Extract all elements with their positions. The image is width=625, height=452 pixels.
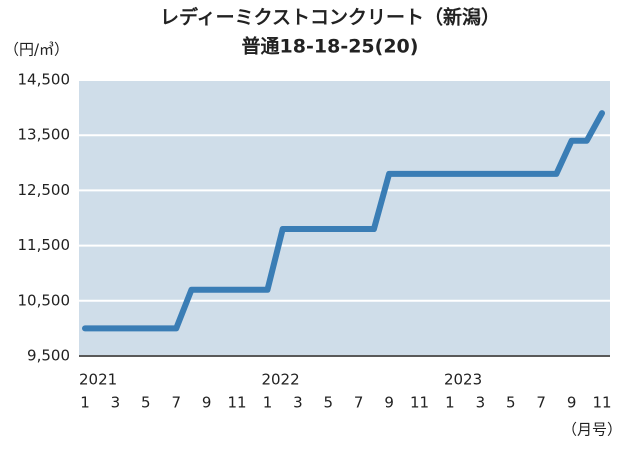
chart-title: レディーミクストコンクリート（新潟） bbox=[160, 6, 500, 29]
y-tick-label: 14,500 bbox=[18, 71, 71, 89]
x-tick-label: 1 bbox=[263, 394, 273, 412]
x-tick-label: 5 bbox=[141, 394, 151, 412]
x-tick-label: 9 bbox=[384, 394, 394, 412]
x-tick-label: 1 bbox=[445, 394, 455, 412]
x-tick-label: 11 bbox=[410, 394, 429, 412]
y-tick-label: 12,500 bbox=[18, 181, 71, 199]
x-tick-label: 3 bbox=[476, 394, 486, 412]
x-tick-label: 1 bbox=[80, 394, 90, 412]
y-tick-label: 10,500 bbox=[18, 291, 71, 309]
year-label: 2022 bbox=[261, 371, 299, 389]
x-tick-label: 9 bbox=[567, 394, 577, 412]
x-tick-label: 7 bbox=[171, 394, 181, 412]
year-label: 2021 bbox=[79, 371, 117, 389]
x-tick-label: 11 bbox=[592, 394, 611, 412]
x-tick-label: 7 bbox=[354, 394, 364, 412]
chart-subtitle: 普通18-18-25(20) bbox=[242, 35, 419, 58]
y-tick-label: 13,500 bbox=[18, 126, 71, 144]
x-tick-label: 9 bbox=[202, 394, 212, 412]
x-tick-label: 7 bbox=[536, 394, 546, 412]
data-line bbox=[82, 110, 605, 332]
x-tick-label: 11 bbox=[228, 394, 247, 412]
y-tick-label: 9,500 bbox=[27, 347, 70, 365]
x-unit: （月号） bbox=[562, 421, 622, 439]
year-label: 2023 bbox=[444, 371, 482, 389]
x-tick-label: 3 bbox=[293, 394, 303, 412]
x-tick-label: 5 bbox=[506, 394, 516, 412]
x-tick-label: 3 bbox=[111, 394, 121, 412]
plot-area bbox=[79, 80, 610, 356]
x-tick-label: 5 bbox=[324, 394, 334, 412]
y-tick-label: 11,500 bbox=[18, 236, 71, 254]
y-unit: （円/㎥） bbox=[4, 41, 69, 59]
